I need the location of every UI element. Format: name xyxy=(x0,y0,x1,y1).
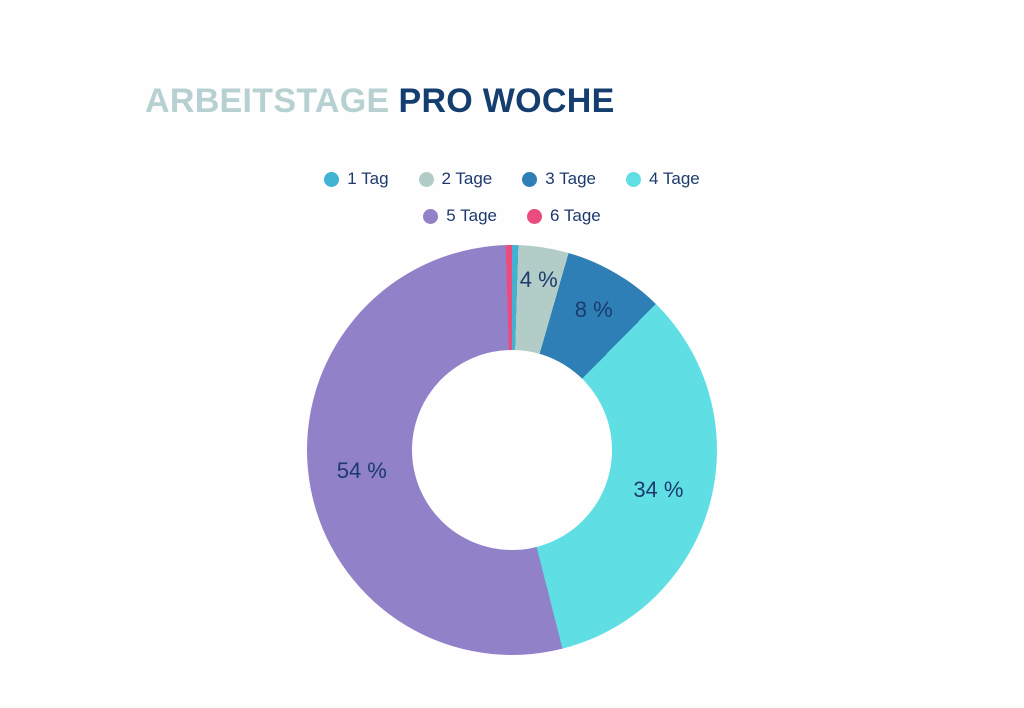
slice-value-label-2-tage: 4 % xyxy=(519,266,558,292)
legend-color-dot xyxy=(324,171,340,187)
slice-value-label-5-tage: 54 % xyxy=(336,458,387,484)
legend-color-dot xyxy=(522,171,538,187)
slice-value-label-4-tage: 34 % xyxy=(633,476,684,502)
legend-item-label: 4 Tage xyxy=(649,169,700,188)
slice-value-label-3-tage: 8 % xyxy=(574,297,613,323)
legend-item-label: 6 Tage xyxy=(550,206,601,225)
legend-color-dot xyxy=(423,208,439,224)
donut-chart: 4 % 8 % 34 % 54 % xyxy=(307,245,717,655)
legend-item-4-tage: 4 Tage xyxy=(626,169,700,189)
legend-item-label: 3 Tage xyxy=(545,169,596,188)
chart-legend: 1 Tag 2 Tage 3 Tage 4 Tage 5 Tage 6 Tage xyxy=(0,169,1024,226)
legend-item-label: 5 Tage xyxy=(446,206,497,225)
page-title: ARBEITSTAGE PRO WOCHE xyxy=(145,84,615,118)
legend-color-dot xyxy=(626,171,641,187)
legend-color-dot xyxy=(418,171,434,187)
title-part-dark: PRO WOCHE xyxy=(398,82,615,120)
legend-item-6-tage: 6 Tage xyxy=(527,206,601,226)
legend-row-2: 5 Tage 6 Tage xyxy=(423,206,601,226)
legend-item-3-tage: 3 Tage xyxy=(522,169,596,189)
legend-color-dot xyxy=(527,208,542,224)
legend-item-2-tage: 2 Tage xyxy=(418,169,493,189)
legend-item-1-tag: 1 Tag xyxy=(324,169,389,189)
legend-item-label: 2 Tage xyxy=(441,169,493,188)
donut-hole xyxy=(412,350,612,550)
title-part-light: ARBEITSTAGE xyxy=(145,82,390,120)
legend-item-5-tage: 5 Tage xyxy=(423,206,497,226)
legend-item-label: 1 Tag xyxy=(347,169,389,188)
legend-row-1: 1 Tag 2 Tage 3 Tage 4 Tage xyxy=(324,169,700,189)
